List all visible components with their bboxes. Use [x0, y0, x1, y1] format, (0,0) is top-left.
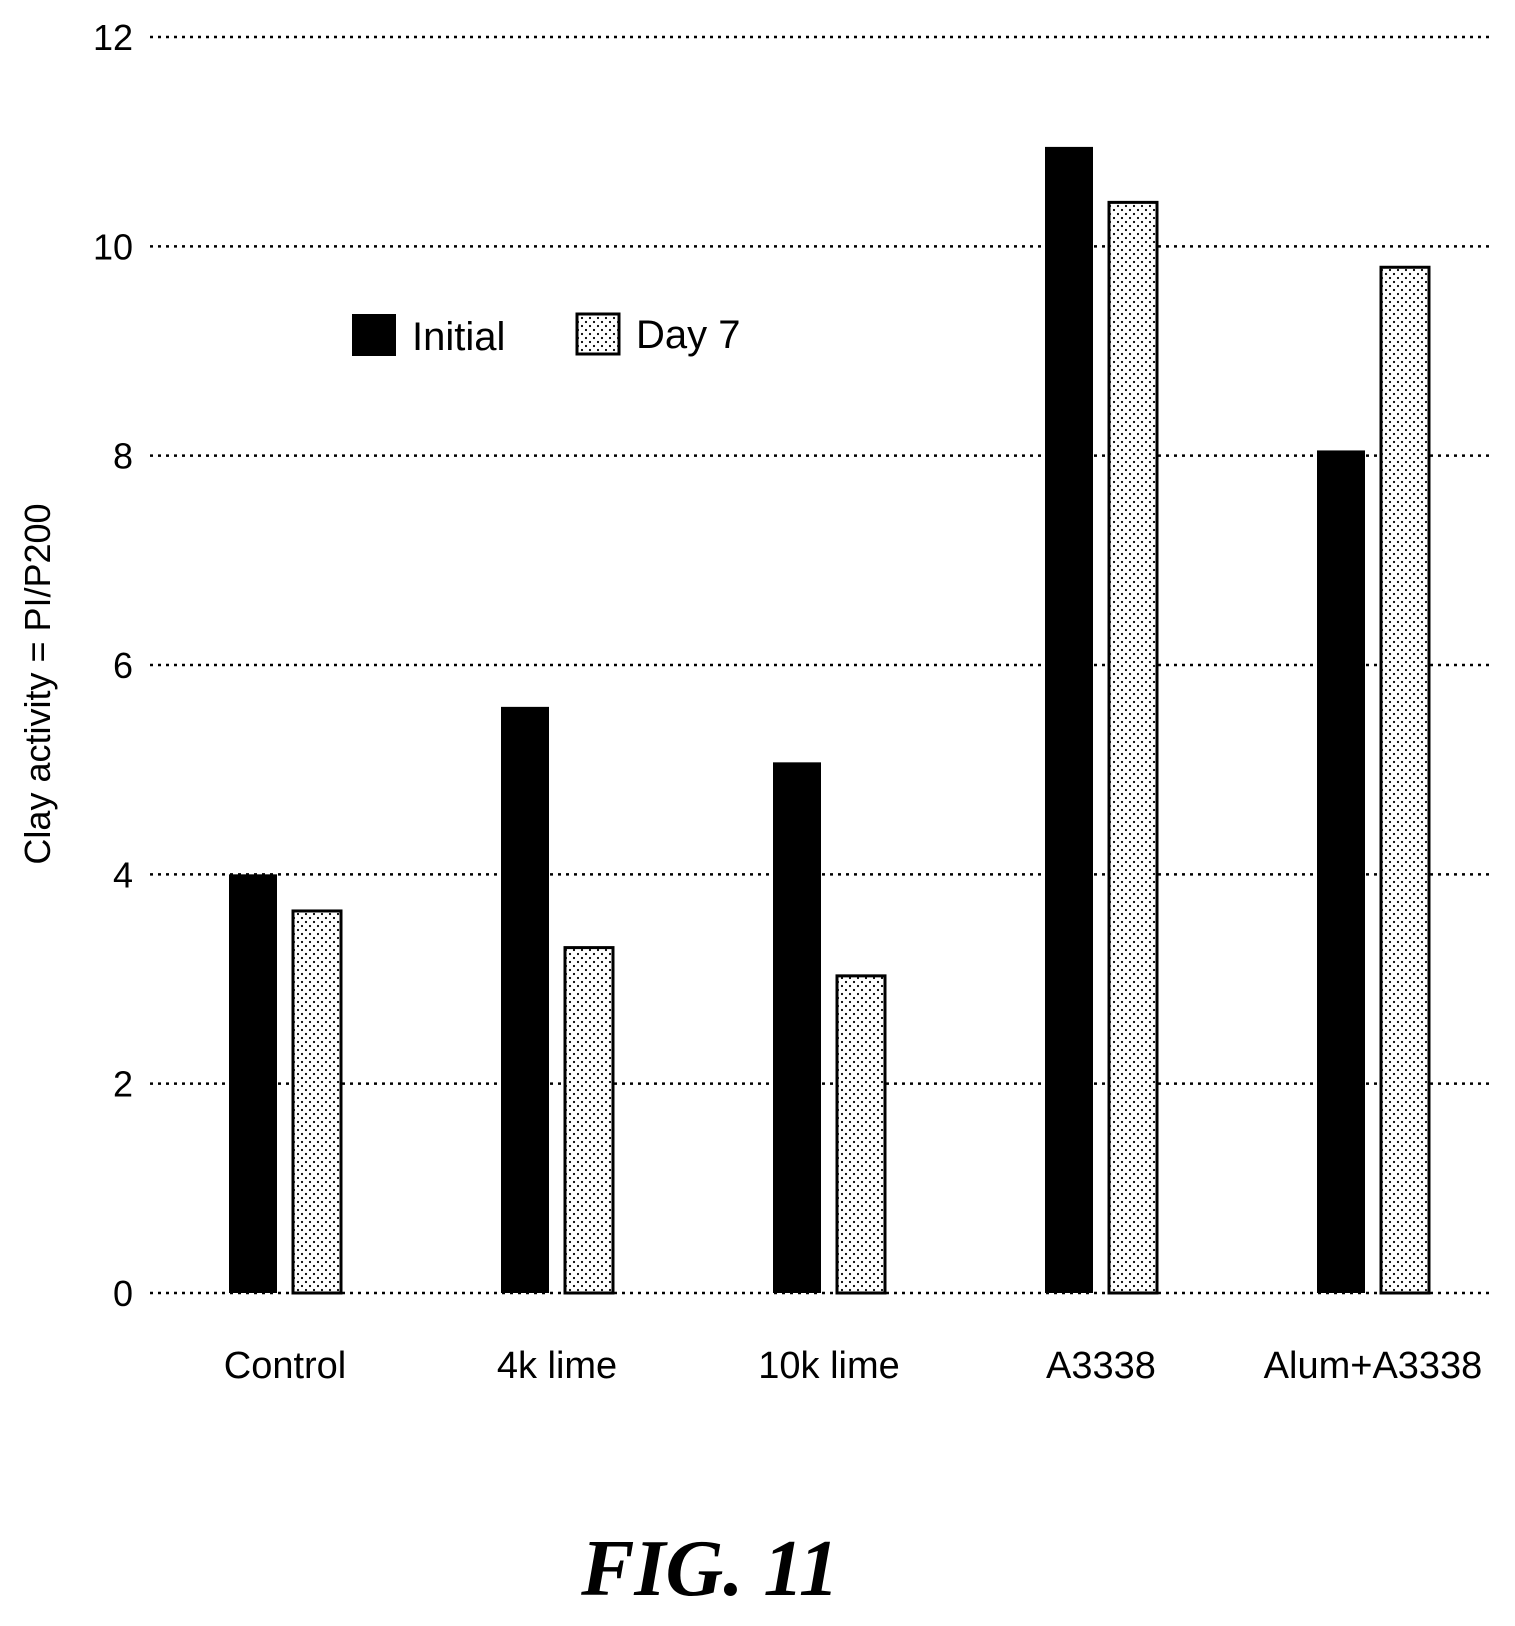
bar-initial-1 [501, 706, 549, 1293]
legend-swatch-day7 [575, 312, 621, 356]
category-labels: Control 4k lime 10k lime A3338 Alum+A3338 [224, 1345, 1483, 1387]
bar-day7-0 [291, 909, 343, 1295]
category-label: Control [224, 1345, 347, 1387]
y-tick-label: 4 [113, 854, 133, 895]
y-tick-labels: 0 2 4 6 8 10 12 [93, 17, 133, 1314]
bar-day7-1 [563, 946, 615, 1295]
y-tick-label: 2 [113, 1064, 133, 1105]
bar-initial-0 [229, 874, 277, 1293]
legend: Initial Day 7 [352, 312, 741, 359]
y-tick-label: 0 [113, 1273, 133, 1314]
bar-initial-3 [1045, 146, 1093, 1293]
y-tick-label: 8 [113, 436, 133, 477]
bar-day7-3 [1107, 200, 1159, 1295]
bar-initial-4 [1317, 450, 1365, 1293]
bar-day7-2 [835, 974, 887, 1295]
category-label: 10k lime [758, 1345, 900, 1387]
legend-label-day7: Day 7 [636, 313, 741, 357]
bars [229, 146, 1431, 1295]
legend-swatch-initial [352, 314, 396, 356]
category-label: A3338 [1046, 1345, 1156, 1387]
y-axis-title: Clay activity = PI/P200 [17, 503, 58, 864]
y-tick-label: 10 [93, 226, 133, 267]
y-tick-label: 12 [93, 17, 133, 58]
category-label: Alum+A3338 [1264, 1345, 1483, 1387]
bar-initial-2 [773, 762, 821, 1293]
legend-label-initial: Initial [412, 315, 505, 359]
y-tick-label: 6 [113, 645, 133, 686]
category-label: 4k lime [497, 1345, 617, 1387]
figure-caption: FIG. 11 [580, 1525, 839, 1613]
bar-day7-4 [1379, 265, 1431, 1295]
